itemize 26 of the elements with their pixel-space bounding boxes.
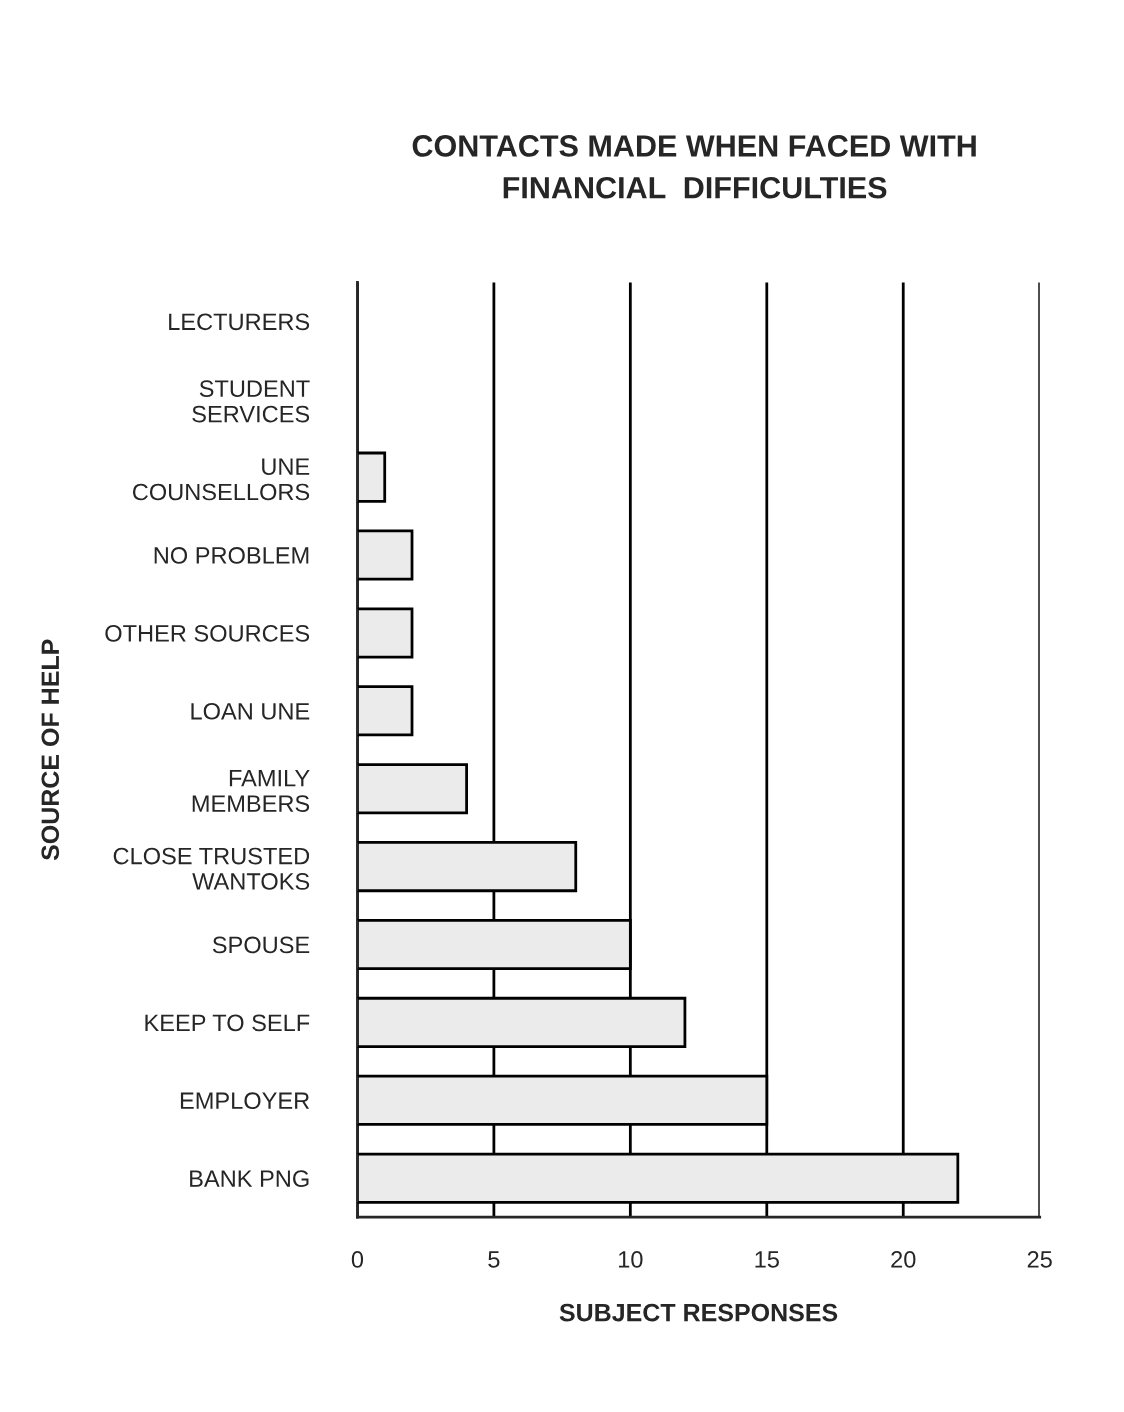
y-tick-label: EMPLOYER (180, 1092, 310, 1110)
x-tick-label: 20 (891, 1251, 916, 1268)
y-tick-label: OTHER SOURCES (105, 625, 310, 642)
y-tick-label: UNE COUNSELLORS (132, 458, 310, 501)
x-axis-title: SUBJECT RESPONSES (559, 1303, 838, 1322)
bar (357, 685, 414, 737)
x-tick-label: 10 (619, 1251, 643, 1268)
bar (357, 451, 387, 503)
x-tick-label: 25 (1027, 1251, 1052, 1268)
y-tick-label: KEEP TO SELF (145, 1014, 310, 1032)
chart-title: CONTACTS MADE WHEN FACED WITH FINANCIAL DIFFICULTIES (412, 135, 976, 199)
y-tick-label: LECTURERS (169, 313, 310, 331)
bar (357, 607, 414, 659)
y-tick-label: STUDENT SERVICES (192, 380, 310, 423)
bar (357, 529, 414, 581)
x-tick-label: 5 (488, 1251, 500, 1268)
y-tick-label: CLOSE TRUSTED WANTOKS (113, 847, 310, 890)
y-tick-label: LOAN UNE (191, 702, 310, 720)
y-tick-label: SPOUSE (212, 936, 310, 954)
x-tick-label: 0 (351, 1251, 364, 1268)
x-tick-label: 15 (755, 1251, 779, 1268)
y-tick-label: BANK PNG (190, 1170, 309, 1187)
y-tick-label: NO PROBLEM (154, 547, 309, 564)
y-tick-label: FAMILY MEMBERS (192, 770, 310, 812)
y-axis-title: SOURCE OF HELP (41, 639, 60, 861)
bar (357, 763, 468, 815)
